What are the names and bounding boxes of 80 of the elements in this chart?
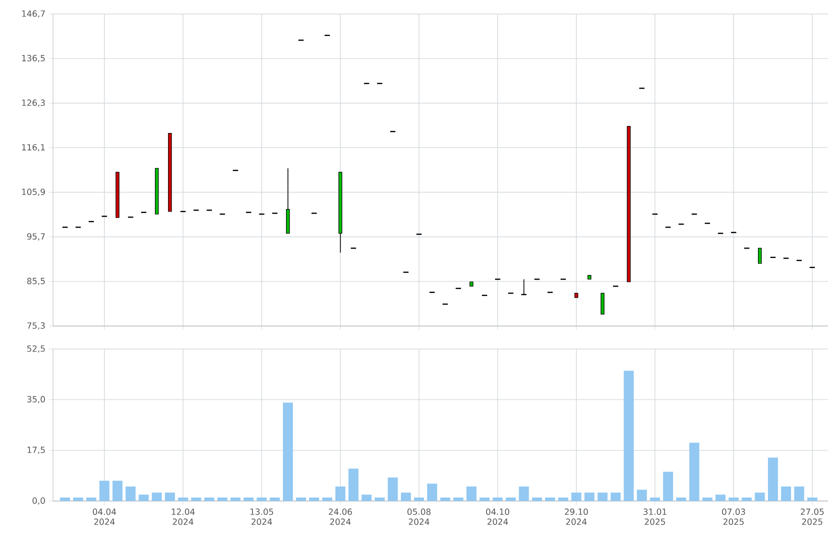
x-tick-label: 24.06 2024 xyxy=(328,508,352,525)
bar xyxy=(112,480,122,501)
bar xyxy=(60,498,70,501)
bar xyxy=(754,492,765,501)
x-tick-label: 13.05 2024 xyxy=(250,508,274,525)
bar xyxy=(545,498,556,501)
y-tick-label: 146,7 xyxy=(22,10,45,18)
bar xyxy=(440,498,450,501)
x-tick-label: 27.05 2025 xyxy=(800,508,824,525)
bar xyxy=(768,458,778,501)
bar xyxy=(584,492,594,501)
bar xyxy=(624,370,634,501)
bar xyxy=(492,498,503,501)
bar xyxy=(518,486,529,501)
bar xyxy=(322,498,332,501)
bar xyxy=(270,498,280,501)
bar xyxy=(400,492,411,501)
bar xyxy=(480,498,490,501)
bar xyxy=(558,498,568,501)
bar xyxy=(414,498,424,501)
y-tick-label: 0,0 xyxy=(32,497,45,505)
bar xyxy=(126,486,136,501)
bar xyxy=(453,498,464,501)
y-tick-label: 35,0 xyxy=(27,396,45,404)
x-tick-label: 04.04 2024 xyxy=(92,508,116,525)
bar xyxy=(636,490,647,501)
bar xyxy=(191,498,202,501)
bar xyxy=(742,498,752,501)
bar xyxy=(230,498,240,501)
bar xyxy=(282,402,293,501)
y-tick-label: 105,9 xyxy=(22,188,45,196)
bar xyxy=(178,498,188,501)
bar xyxy=(138,494,149,501)
bar xyxy=(663,472,674,501)
bar xyxy=(676,498,686,501)
y-tick-label: 85,5 xyxy=(27,278,45,286)
y-tick-label: 75,3 xyxy=(27,322,45,330)
bar xyxy=(388,478,398,501)
bar xyxy=(794,486,804,501)
y-tick-label: 116,1 xyxy=(22,144,45,152)
bar xyxy=(689,442,700,501)
bar xyxy=(506,498,516,501)
bar xyxy=(571,492,582,501)
bar xyxy=(650,498,660,501)
bar xyxy=(164,492,175,501)
bar xyxy=(610,492,621,501)
bar xyxy=(217,498,228,501)
bar xyxy=(348,468,358,501)
x-tick-label: 12.04 2024 xyxy=(172,508,195,525)
bar xyxy=(702,498,712,501)
x-tick-label: 29.10 2024 xyxy=(564,508,588,525)
bar xyxy=(152,492,162,501)
y-tick-label: 95,7 xyxy=(27,233,45,240)
y-tick-label: 17,5 xyxy=(28,446,45,454)
bar xyxy=(73,498,84,501)
bar xyxy=(427,484,438,501)
x-tick-label: 04.10 2024 xyxy=(486,508,510,525)
bar xyxy=(716,494,726,501)
bar xyxy=(532,498,542,501)
bar xyxy=(335,486,346,501)
bar xyxy=(781,486,792,501)
bar xyxy=(807,498,818,501)
x-tick-label: 31.01 2025 xyxy=(643,508,666,525)
bar xyxy=(244,498,254,501)
bar xyxy=(296,498,306,501)
bar xyxy=(256,498,267,501)
y-tick-label: 136,5 xyxy=(22,54,45,62)
bar xyxy=(598,492,608,501)
bar xyxy=(99,480,110,501)
y-tick-label: 126,3 xyxy=(22,100,45,107)
x-tick-label: 07.03 2025 xyxy=(722,508,746,525)
bar xyxy=(86,498,96,501)
bar xyxy=(204,498,214,501)
bar xyxy=(466,486,476,501)
bar xyxy=(309,498,320,501)
bar xyxy=(374,498,385,501)
y-tick-label: 52,5 xyxy=(27,345,45,353)
bar xyxy=(728,498,739,501)
bar xyxy=(362,494,372,501)
x-tick-label: 05.08 2024 xyxy=(407,508,431,525)
